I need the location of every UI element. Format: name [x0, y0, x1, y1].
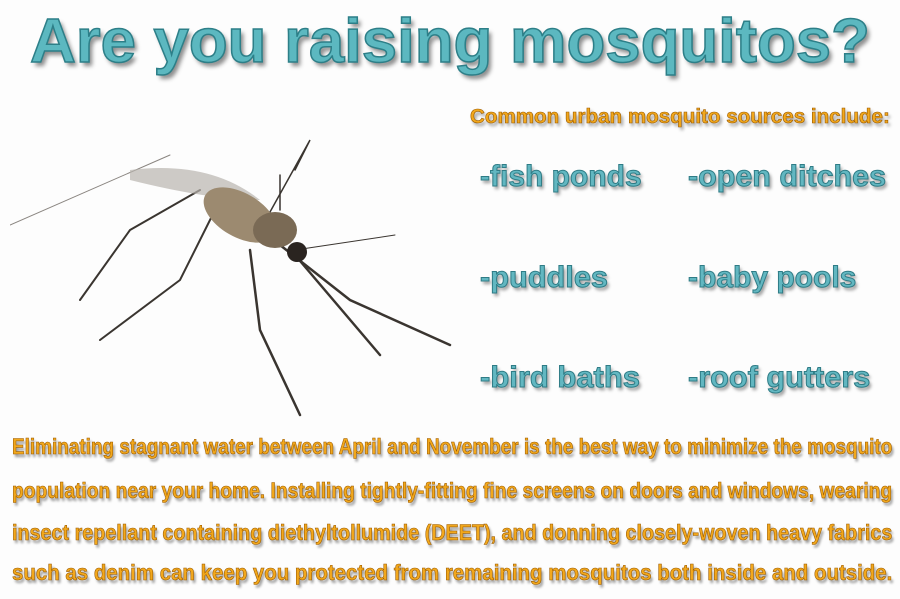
body-text-line: such as denim can keep you protected fro…	[12, 560, 893, 586]
page-title: Are you raising mosquitos?	[29, 6, 870, 77]
body-text-line: population near your home. Installing ti…	[12, 478, 893, 504]
source-item: -bird baths	[479, 361, 640, 395]
body-text-line: insect repellant containing diethyltollu…	[12, 520, 893, 546]
mosquito-image	[10, 139, 452, 417]
sources-heading: Common urban mosquito sources include:	[470, 106, 890, 129]
source-item: -baby pools	[687, 261, 857, 295]
source-item: -fish ponds	[480, 160, 643, 194]
body-text-line: Eliminating stagnant water between April…	[12, 434, 893, 460]
source-item: -puddles	[479, 261, 608, 295]
source-item: -open ditches	[687, 160, 887, 194]
source-item: -roof gutters	[687, 361, 871, 395]
